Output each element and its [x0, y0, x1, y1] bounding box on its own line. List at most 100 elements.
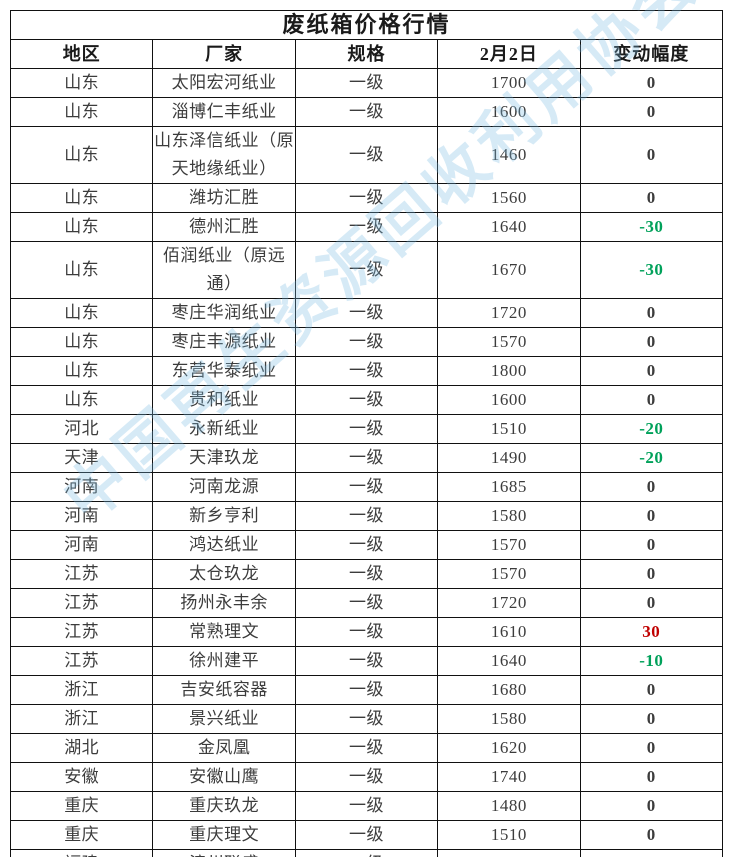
column-header-spec: 规格 [294, 39, 439, 69]
cell-region: 湖北 [9, 733, 154, 763]
cell-spec: 一级 [294, 126, 439, 184]
cell-spec: 一级 [294, 414, 439, 444]
cell-price: 1490 [437, 443, 581, 473]
cell-factory: 东营华泰纸业 [152, 356, 296, 386]
cell-region: 江苏 [9, 559, 154, 589]
cell-change: 0 [579, 501, 724, 531]
cell-spec: 一级 [294, 704, 439, 734]
cell-region: 浙江 [9, 675, 154, 705]
table-row: 山东 太阳宏河纸业 一级 1700 0 [9, 68, 724, 98]
column-header-region: 地区 [9, 39, 154, 69]
cell-factory: 太仓玖龙 [152, 559, 296, 589]
cell-price: 1680 [437, 675, 581, 705]
table-row: 山东 德州汇胜 一级 1640 -30 [9, 212, 724, 242]
cell-region: 河北 [9, 414, 154, 444]
cell-factory: 枣庄丰源纸业 [152, 327, 296, 357]
cell-spec: 一级 [294, 183, 439, 213]
cell-change: -10 [579, 646, 724, 676]
cell-price: 1460 [437, 126, 581, 184]
cell-change: 0 [579, 97, 724, 127]
cell-change: -30 [579, 241, 724, 299]
table-row: 河南 河南龙源 一级 1685 0 [9, 472, 724, 502]
cell-region: 江苏 [9, 588, 154, 618]
cell-region: 江苏 [9, 617, 154, 647]
cell-factory: 贵和纸业 [152, 385, 296, 415]
cell-price: 1570 [437, 559, 581, 589]
table-row: 浙江 吉安纸容器 一级 1680 0 [9, 675, 724, 705]
cell-spec: 一级 [294, 241, 439, 299]
cell-price: 1590 [437, 849, 581, 857]
cell-price: 1640 [437, 212, 581, 242]
cell-price: 1560 [437, 183, 581, 213]
cell-factory: 枣庄华润纸业 [152, 298, 296, 328]
cell-change: 0 [579, 472, 724, 502]
cell-spec: 一级 [294, 327, 439, 357]
cell-price: 1570 [437, 530, 581, 560]
cell-factory: 德州汇胜 [152, 212, 296, 242]
cell-spec: 一级 [294, 791, 439, 821]
cell-factory: 山东泽信纸业（原天地缘纸业） [152, 126, 296, 184]
cell-change: 0 [579, 820, 724, 850]
price-table-container: 废纸箱价格行情 地区 厂家 规格 2月2日 变动幅度 山东 太阳宏河纸业 一级 170… [9, 10, 724, 857]
table-row: 河北 永新纸业 一级 1510 -20 [9, 414, 724, 444]
cell-price: 1620 [437, 733, 581, 763]
cell-price: 1580 [437, 704, 581, 734]
cell-region: 安徽 [9, 762, 154, 792]
cell-region: 山东 [9, 183, 154, 213]
cell-change: 0 [579, 530, 724, 560]
cell-change: 0 [579, 183, 724, 213]
table-row: 山东 贵和纸业 一级 1600 0 [9, 385, 724, 415]
cell-factory: 重庆玖龙 [152, 791, 296, 821]
cell-factory: 吉安纸容器 [152, 675, 296, 705]
cell-change: 0 [579, 126, 724, 184]
cell-price: 1740 [437, 762, 581, 792]
cell-factory: 新乡亨利 [152, 501, 296, 531]
cell-change: 0 [579, 68, 724, 98]
cell-price: 1720 [437, 298, 581, 328]
column-header-factory: 厂家 [152, 39, 296, 69]
table-row: 山东 枣庄丰源纸业 一级 1570 0 [9, 327, 724, 357]
cell-region: 山东 [9, 212, 154, 242]
cell-factory: 河南龙源 [152, 472, 296, 502]
cell-region: 天津 [9, 443, 154, 473]
cell-price: 1600 [437, 97, 581, 127]
cell-region: 福建 [9, 849, 154, 857]
cell-factory: 淄博仁丰纸业 [152, 97, 296, 127]
waste-carton-price-table: 废纸箱价格行情 地区 厂家 规格 2月2日 变动幅度 山东 太阳宏河纸业 一级 170… [9, 10, 724, 857]
table-row: 湖北 金凤凰 一级 1620 0 [9, 733, 724, 763]
table-body: 废纸箱价格行情 地区 厂家 规格 2月2日 变动幅度 山东 太阳宏河纸业 一级 170… [9, 10, 724, 857]
cell-price: 1510 [437, 414, 581, 444]
table-row: 重庆 重庆理文 一级 1510 0 [9, 820, 724, 850]
cell-change: 0 [579, 849, 724, 857]
table-row: 山东 淄博仁丰纸业 一级 1600 0 [9, 97, 724, 127]
cell-region: 山东 [9, 385, 154, 415]
cell-spec: 一级 [294, 356, 439, 386]
table-row: 安徽 安徽山鹰 一级 1740 0 [9, 762, 724, 792]
cell-factory: 景兴纸业 [152, 704, 296, 734]
cell-region: 山东 [9, 356, 154, 386]
column-header-change: 变动幅度 [579, 39, 724, 69]
cell-region: 河南 [9, 530, 154, 560]
table-row: 福建漳州联盛一级15900 [9, 849, 724, 857]
cell-change: 0 [579, 559, 724, 589]
cell-spec: 一级 [294, 530, 439, 560]
cell-spec: 一级 [294, 97, 439, 127]
cell-spec: 一级 [294, 762, 439, 792]
cell-price: 1800 [437, 356, 581, 386]
cell-change: 0 [579, 733, 724, 763]
cell-price: 1480 [437, 791, 581, 821]
cell-change: 0 [579, 327, 724, 357]
cell-spec: 一级 [294, 298, 439, 328]
cell-change: 30 [579, 617, 724, 647]
cell-spec: 一级 [294, 501, 439, 531]
cell-price: 1685 [437, 472, 581, 502]
table-row: 重庆 重庆玖龙 一级 1480 0 [9, 791, 724, 821]
cell-change: 0 [579, 762, 724, 792]
cell-factory: 扬州永丰余 [152, 588, 296, 618]
cell-region: 河南 [9, 472, 154, 502]
cell-change: -20 [579, 443, 724, 473]
cell-region: 江苏 [9, 646, 154, 676]
cell-spec: 一级 [294, 212, 439, 242]
column-header-price: 2月2日 [437, 39, 581, 69]
cell-factory: 常熟理文 [152, 617, 296, 647]
